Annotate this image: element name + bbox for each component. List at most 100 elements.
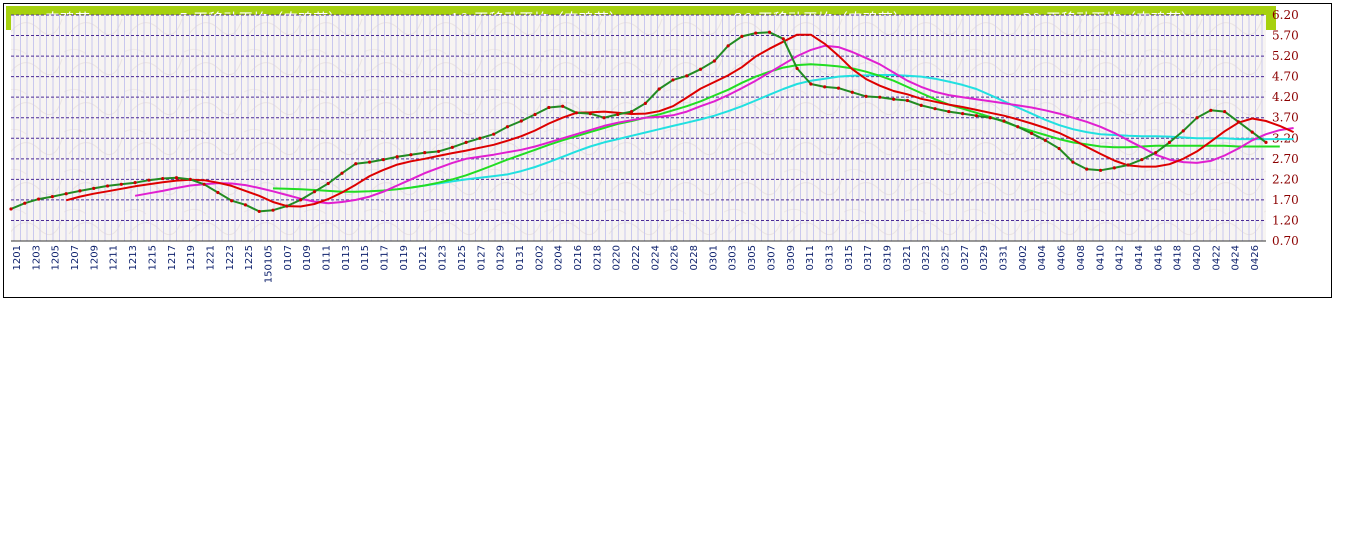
data-point [64,192,68,196]
y-tick-label: 2.20 [1272,172,1299,186]
x-tick-label: 0424 [1231,245,1242,270]
data-point [1057,146,1061,151]
data-point [92,186,96,191]
data-point [519,119,523,123]
x-tick-label: 0119 [399,245,410,270]
data-point [395,155,399,159]
x-tick-label: 0125 [457,245,468,270]
data-point [285,204,289,208]
data-point [78,189,82,193]
y-tick-label: 1.20 [1272,213,1299,227]
y-tick-label: 3.70 [1272,111,1299,125]
x-tick-label: 0331 [999,245,1010,270]
x-tick-label: 0422 [1211,245,1222,270]
data-point [1043,138,1047,142]
x-tick-label: 0127 [476,245,487,270]
data-point [36,197,41,201]
x-tick-label: 0121 [418,245,429,270]
y-axis: 6.205.705.204.704.203.703.202.702.201.70… [1272,8,1299,248]
y-tick-label: 5.70 [1272,29,1299,43]
data-point [933,107,937,111]
x-tick-label: 0315 [844,245,855,270]
data-point [409,153,413,157]
data-point [1167,140,1172,144]
x-tick-label: 1223 [225,245,236,270]
data-point [781,37,785,41]
x-tick-label: 1203 [31,245,42,270]
data-point [202,182,206,186]
data-point [1098,168,1103,172]
data-point [1223,109,1227,114]
data-point [436,149,441,154]
y-tick-label: 0.70 [1272,234,1299,248]
x-tick-label: 0327 [960,245,971,270]
data-point [547,105,551,110]
x-tick-label: 0325 [941,245,952,270]
data-point [657,87,661,91]
data-point [671,78,675,82]
data-point [492,132,496,136]
x-tick-label: 0311 [805,245,816,270]
x-tick-label: 0406 [1057,245,1068,270]
series-line [272,63,1280,193]
x-tick-label: 1207 [70,245,81,270]
data-point [643,101,647,105]
x-tick-label: 1205 [51,245,62,270]
data-point [561,104,565,108]
data-point [726,44,730,48]
x-tick-label: 1211 [109,245,120,270]
data-point [133,181,137,185]
data-point [974,114,978,118]
x-tick-label: 0313 [824,245,835,270]
data-point [712,59,716,63]
x-tick-label: 1213 [128,245,139,270]
data-point [105,184,110,188]
x-tick-label: 0410 [1095,245,1106,270]
data-point [450,145,454,149]
x-tick-label: 0309 [786,245,797,270]
x-tick-label: 0115 [360,245,371,270]
data-point [216,190,220,195]
data-point [892,97,896,101]
data-point [119,182,123,186]
x-tick-label: 1201 [12,245,23,270]
data-point [767,30,772,34]
x-tick-label: 0414 [1134,245,1145,270]
data-point [50,195,54,199]
x-tick-label: 0319 [882,245,893,270]
series-layer [9,30,1295,214]
data-point [905,98,910,103]
x-tick-label: 0216 [573,245,584,270]
x-tick-label: 0303 [728,245,739,270]
y-tick-label: 5.20 [1272,49,1299,63]
data-point [1250,130,1254,134]
line-chart: 肉鸡苗5 天移动平均（肉鸡苗）10 天移动平均（肉鸡苗）20 天移动平均（肉鸡苗… [6,6,1299,283]
data-point [919,103,923,107]
x-tick-label: 1217 [167,245,178,270]
data-point [1126,163,1130,167]
data-point [299,198,303,202]
data-point [864,94,868,98]
x-tick-label: 0222 [631,245,642,270]
data-point [243,203,248,207]
data-point [823,85,827,89]
x-tick-label: 150105 [263,245,274,283]
data-point [505,125,510,129]
data-point [1002,119,1006,123]
x-tick-label: 0408 [1076,245,1087,270]
x-tick-label: 0202 [534,245,545,270]
x-tick-label: 0117 [380,245,391,270]
data-point [850,90,854,94]
data-point [1209,108,1213,112]
series-line [10,31,1267,213]
y-tick-label: 2.70 [1272,152,1299,166]
data-point [1236,120,1241,124]
data-point [588,112,592,116]
data-point [1140,158,1144,162]
data-point [836,86,841,90]
x-tick-label: 0129 [496,245,507,270]
y-tick-label: 1.70 [1272,193,1299,207]
x-tick-label: 0301 [708,245,719,270]
x-tick-label: 0204 [554,245,565,270]
vertical-hatch [13,15,1263,241]
